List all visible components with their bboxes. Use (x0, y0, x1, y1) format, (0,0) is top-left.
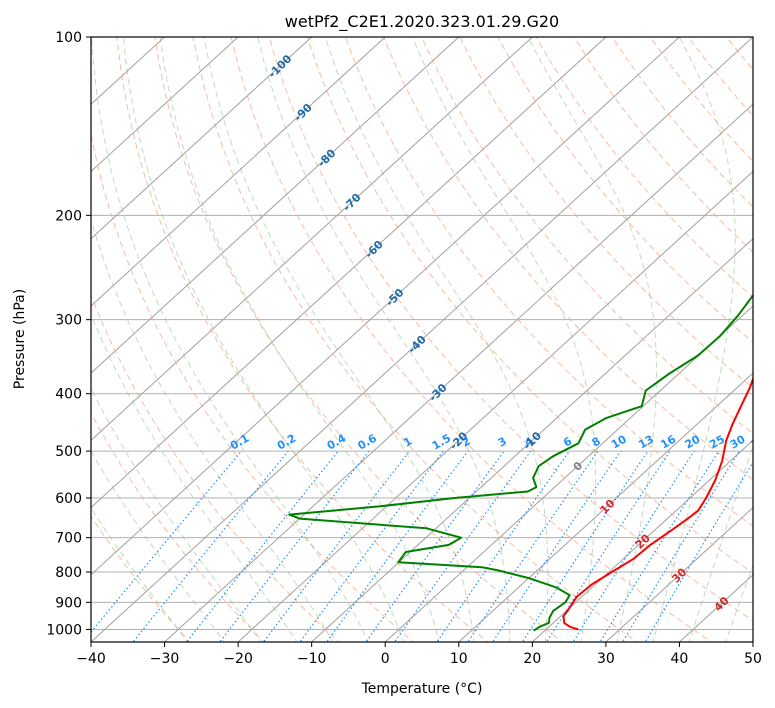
x-tick-label: 20 (523, 651, 541, 667)
isotherm-line (91, 37, 607, 509)
mixing-ratio-line (545, 450, 671, 642)
mixing-ratio-line (325, 450, 469, 642)
x-tick-label: 50 (744, 651, 762, 667)
x-tick-label: −40 (76, 651, 106, 667)
axis-frame (90, 36, 754, 643)
plot-area: 0.10.20.40.611.52346810131620253036-100-… (91, 37, 768, 642)
moist-adiabat-line (688, 444, 753, 642)
dry-adiabat-line (306, 37, 753, 574)
x-tick-label: 30 (597, 651, 615, 667)
mixing-ratio-line (436, 450, 570, 642)
x-tick-label: 0 (381, 651, 390, 667)
moist-adiabat-line (257, 37, 511, 642)
dry-adiabat-line (382, 37, 753, 481)
isotherm-line (163, 103, 753, 642)
y-tick-label: 600 (55, 491, 82, 507)
isotherm-line (91, 37, 460, 374)
moist-adiabat-line (91, 217, 334, 642)
dry-adiabat-line (91, 293, 340, 642)
mixing-ratio-line (365, 450, 505, 642)
moist-adiabat-line (412, 37, 597, 642)
y-tick-label: 700 (55, 531, 82, 547)
isotherm-line (91, 37, 386, 307)
isotherm-line (91, 37, 534, 442)
isotherm-line (91, 37, 239, 173)
y-tick-label: 900 (55, 595, 82, 611)
x-tick-label: −10 (297, 651, 327, 667)
dry-adiabat-line (192, 37, 639, 642)
mixing-ratio-line (185, 450, 339, 642)
y-tick-label: 200 (55, 208, 82, 224)
temperature-profile-line (562, 375, 753, 631)
dry-adiabat-line (459, 37, 753, 389)
isotherm-line (605, 506, 753, 642)
moist-adiabat-line (527, 37, 657, 642)
y-tick-label: 300 (55, 313, 82, 329)
y-tick-label: 1000 (46, 622, 82, 638)
x-tick-label: 10 (450, 651, 468, 667)
isotherm-line (531, 439, 753, 642)
mixing-ratio-line (491, 450, 622, 642)
moist-adiabat-line (203, 37, 475, 642)
mixing-ratio-line (467, 450, 599, 642)
isotherm-line (237, 170, 753, 642)
dry-adiabat-line (230, 37, 713, 642)
dry-adiabat-line (154, 37, 564, 642)
moist-adiabat-line (91, 313, 298, 642)
mixing-ratio-line (219, 450, 370, 642)
x-tick-label: −20 (223, 651, 253, 667)
y-tick-label: 800 (55, 565, 82, 581)
mixing-ratio-line (521, 450, 649, 642)
dry-adiabat-line (116, 37, 489, 642)
dry-adiabat-line (421, 37, 753, 435)
moist-adiabat-line (159, 37, 440, 642)
mixing-ratio-line (132, 450, 289, 642)
dry-adiabat-line (91, 131, 415, 642)
moist-adiabat-line (91, 450, 226, 642)
isotherm-line (91, 37, 681, 576)
y-tick-label: 400 (55, 387, 82, 403)
isotherm-line (91, 37, 753, 642)
dry-adiabat-line (91, 412, 265, 642)
dewpoint-profile-line (288, 293, 753, 632)
isotherm-line (310, 237, 753, 642)
tick-group: −40 −30 −20 −10 0 10 20 30 40 50 100 200 300 400 500 60… (46, 30, 762, 667)
moist-adiabat-line (652, 37, 736, 642)
isotherm-line (384, 305, 753, 642)
chart-title: wetPf2_C2E1.2020.323.01.29.G20 (285, 12, 559, 32)
y-tick-label: 500 (55, 444, 82, 460)
mixing-ratio-label: 36 (748, 432, 768, 451)
x-tick-label: −30 (150, 651, 180, 667)
x-tick-label: 40 (671, 651, 689, 667)
y-axis-title: Pressure (hPa) (12, 289, 28, 389)
moist-adiabat-line (91, 387, 262, 642)
moist-adiabat-line (324, 37, 549, 642)
moist-adiabat-line (91, 506, 189, 642)
mixing-ratio-line (599, 450, 720, 642)
plot-frame (90, 36, 754, 643)
x-axis-title: Temperature (°C) (361, 681, 483, 697)
moist-adiabat-line (725, 563, 753, 642)
moist-adiabat-line (122, 37, 405, 642)
dry-adiabat-line (535, 37, 753, 298)
moist-adiabat-line (91, 37, 369, 642)
y-tick-label: 100 (55, 30, 82, 46)
isotherm-line (91, 37, 313, 240)
dry-adiabat-line (344, 37, 753, 527)
isotherm-line (458, 372, 753, 642)
dry-adiabat-line (497, 37, 753, 344)
dry-adiabat-line (268, 37, 753, 622)
